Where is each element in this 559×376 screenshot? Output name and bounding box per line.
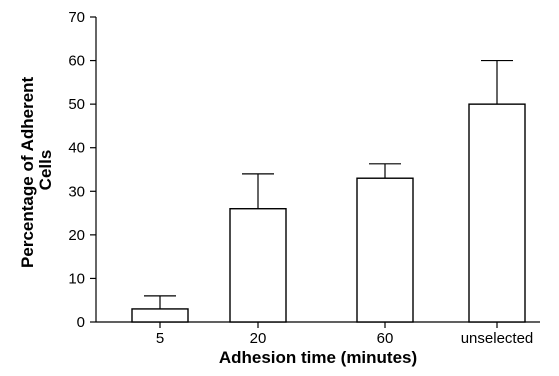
y-axis: 0 10 20 30 40 50 60 70 [68,9,97,331]
y-tick-label: 60 [68,53,85,70]
bar [131,308,189,323]
bar [229,208,287,323]
y-tick-label: 70 [68,9,85,26]
y-axis-title: Percentage of Adherent Cells [18,72,55,268]
x-axis-title: Adhesion time (minutes) [219,348,417,367]
x-tick-label: 60 [377,330,394,347]
error-bars [144,59,513,309]
x-tick-label: unselected [461,330,534,347]
y-tick-label: 0 [77,314,85,331]
x-tick-label: 20 [250,330,267,347]
y-tick-label: 40 [68,140,85,157]
x-tick-label: 5 [156,330,164,347]
bar [468,103,526,323]
x-axis: 5 20 60 unselected [96,321,540,347]
y-tick-label: 50 [68,96,85,113]
y-axis-title-line-2: Cells [36,150,55,191]
y-tick-label: 30 [68,183,85,200]
bar [356,177,414,323]
y-tick-label: 10 [68,270,85,287]
y-axis-title-line-1: Percentage of Adherent [18,76,37,267]
bars [131,103,526,323]
y-tick-label: 20 [68,227,85,244]
